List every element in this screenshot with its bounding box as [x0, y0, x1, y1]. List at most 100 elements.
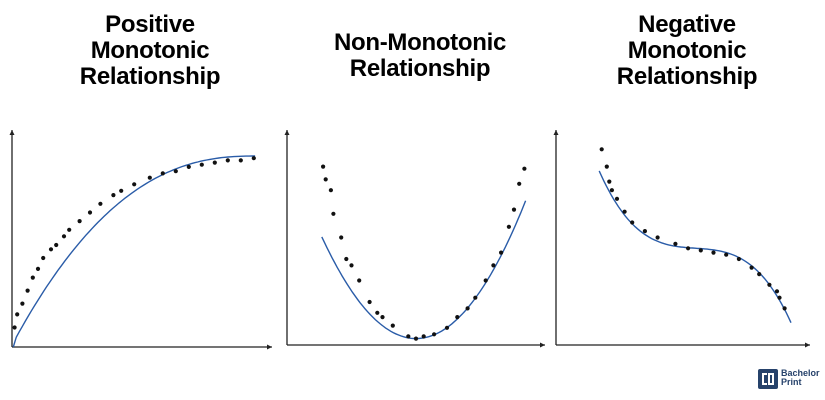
data-point: [25, 288, 30, 293]
data-point: [375, 310, 380, 315]
data-point: [111, 193, 116, 198]
data-point: [173, 169, 178, 174]
data-point: [622, 209, 627, 214]
data-point: [736, 256, 742, 262]
title-line: Relationship: [79, 63, 221, 90]
data-point: [41, 255, 46, 261]
title-line: Monotonic: [627, 37, 747, 64]
data-point: [614, 196, 620, 201]
data-point: [630, 220, 635, 225]
data-point: [357, 278, 362, 283]
title-line: Non-Monotonic: [333, 29, 507, 56]
data-point: [711, 250, 716, 255]
data-point: [483, 278, 488, 283]
data-point: [421, 334, 426, 339]
data-point: [406, 334, 411, 339]
data-point: [349, 263, 354, 268]
data-point: [757, 272, 762, 277]
data-point: [465, 306, 470, 311]
fit-curve: [12, 155, 256, 348]
logo-line: Bachelor: [781, 368, 820, 378]
data-point: [491, 263, 496, 268]
data-point: [339, 235, 344, 240]
bachelorprint-logo: Bachelor Print: [758, 366, 822, 392]
data-point: [48, 247, 54, 252]
data-point: [380, 315, 385, 320]
data-point: [774, 289, 780, 294]
title-line: Relationship: [616, 63, 758, 90]
data-point: [186, 164, 191, 169]
data-point: [511, 207, 517, 212]
data-point: [444, 325, 450, 330]
data-point: [782, 306, 787, 311]
data-point: [432, 332, 437, 337]
data-point: [767, 282, 772, 287]
y-axis-arrow: [9, 130, 15, 135]
data-point: [344, 256, 349, 262]
y-axis-arrow: [284, 130, 290, 135]
title-line: Negative: [638, 11, 736, 38]
data-point: [506, 224, 511, 229]
data-point: [599, 147, 604, 152]
data-point: [119, 188, 124, 193]
data-point: [30, 275, 35, 280]
data-point: [12, 325, 17, 330]
data-point: [749, 265, 754, 270]
y-axis-arrow: [553, 130, 559, 135]
data-point: [67, 227, 72, 232]
data-point: [98, 201, 103, 206]
data-point: [61, 234, 67, 239]
data-point: [473, 295, 478, 300]
data-point: [367, 299, 372, 305]
title-line: Relationship: [349, 55, 491, 82]
data-point: [212, 160, 217, 165]
fit-curve: [598, 170, 792, 323]
data-point: [390, 323, 395, 328]
data-point: [54, 242, 59, 248]
x-axis-arrow: [267, 344, 272, 350]
data-point: [15, 312, 20, 317]
data-point: [147, 175, 152, 180]
data-point: [686, 246, 691, 251]
data-point: [328, 188, 333, 193]
data-point: [698, 248, 703, 253]
chart-title-negative: Negative Monotonic Relationship: [572, 12, 802, 90]
data-point: [455, 315, 460, 320]
data-point: [225, 158, 230, 163]
fit-curve: [321, 200, 527, 340]
x-axis-arrow: [540, 342, 545, 348]
data-point: [20, 301, 25, 306]
data-point: [238, 158, 243, 163]
data-point: [251, 156, 256, 161]
data-point: [604, 164, 609, 169]
data-point: [132, 182, 137, 187]
data-point: [607, 179, 612, 184]
data-point: [609, 188, 615, 193]
data-point: [77, 219, 82, 224]
data-point: [777, 295, 782, 300]
data-point: [87, 210, 93, 215]
data-point: [160, 171, 165, 176]
chart-title-nonmonotonic: Non-Monotonic Relationship: [300, 30, 540, 82]
data-point: [522, 166, 527, 171]
title-line: Monotonic: [90, 37, 210, 64]
data-point: [413, 336, 419, 341]
data-point: [724, 252, 729, 257]
data-point: [499, 250, 504, 255]
title-line: Positive: [105, 11, 195, 38]
data-point: [199, 162, 204, 167]
data-point: [517, 181, 522, 186]
data-point: [331, 211, 336, 216]
logo-text: Bachelor Print: [781, 369, 820, 387]
data-point: [35, 266, 41, 271]
data-point: [323, 177, 328, 182]
chart-title-positive: Positive Monotonic Relationship: [40, 12, 260, 90]
x-axis-arrow: [805, 342, 810, 348]
logo-line: Print: [781, 377, 802, 387]
data-point: [642, 229, 648, 234]
data-point: [321, 164, 326, 169]
data-point: [673, 241, 678, 246]
data-point: [655, 235, 660, 240]
logo-mark-icon: [758, 369, 778, 389]
